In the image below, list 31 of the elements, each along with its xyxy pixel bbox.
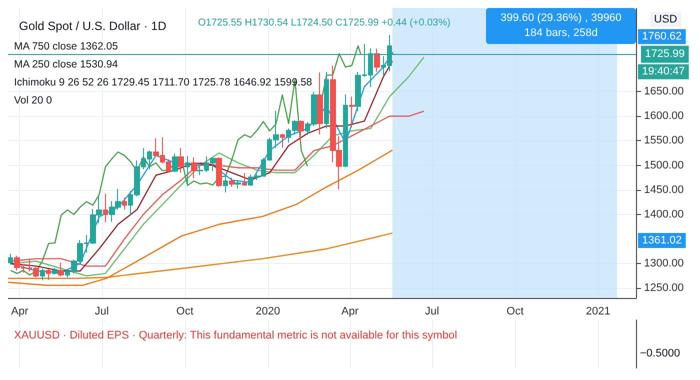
y-tick-label: 1650.00 xyxy=(644,86,684,98)
annotation: 399.60 (29.36%) , 39960 xyxy=(499,11,623,26)
x-tick-label: Jul xyxy=(425,306,440,318)
x-tick-label: Apr xyxy=(341,306,359,318)
annotation: MA 750 close 1362.05 xyxy=(14,40,118,52)
x-tick-label: 2021 xyxy=(586,306,610,318)
text: XAUUSD · Diluted EPS · Quarterly: This fundamental metric is not available for this symbol xyxy=(14,330,458,342)
y-tick-label: 1450.00 xyxy=(644,184,684,196)
x-tick-label: Oct xyxy=(176,306,194,318)
annotation: O1725.55 H1730.54 L1724.50 C1725.99 +0.44 (+0.03%) xyxy=(198,18,450,28)
y-tick-label: 1400.00 xyxy=(644,208,684,220)
x-tick-label: Jul xyxy=(94,306,109,318)
ref-line-label: 1725.99 xyxy=(645,48,685,60)
x-tick-label: Oct xyxy=(506,306,524,318)
y-tick-label: 1300.00 xyxy=(644,258,684,270)
y-tick-label: 1500.00 xyxy=(644,159,684,172)
x-tick-label: 2020 xyxy=(256,306,280,318)
annotation: MA 250 close 1530.94 xyxy=(14,58,118,70)
text: 19:40:47 xyxy=(642,66,685,78)
x-tick-label: Apr xyxy=(11,306,29,318)
text: 1361.02 xyxy=(642,234,682,246)
text: USD xyxy=(654,14,678,26)
y-tick-label: 1550.00 xyxy=(644,134,684,147)
measure-tooltip: 399.60 (29.36%) , 39960 184 bars, 258d xyxy=(486,8,636,44)
text: 1760.62 xyxy=(642,30,682,43)
text: Gold Spot / U.S. Dollar · 1D xyxy=(19,19,167,33)
annotation: Vol 20 0 xyxy=(14,94,52,106)
y-tick-label: 1600.00 xyxy=(644,110,684,122)
text: −0.5000 xyxy=(640,348,680,360)
y-tick-label: 1250.00 xyxy=(644,282,684,294)
annotation: 184 bars, 258d xyxy=(523,26,599,41)
